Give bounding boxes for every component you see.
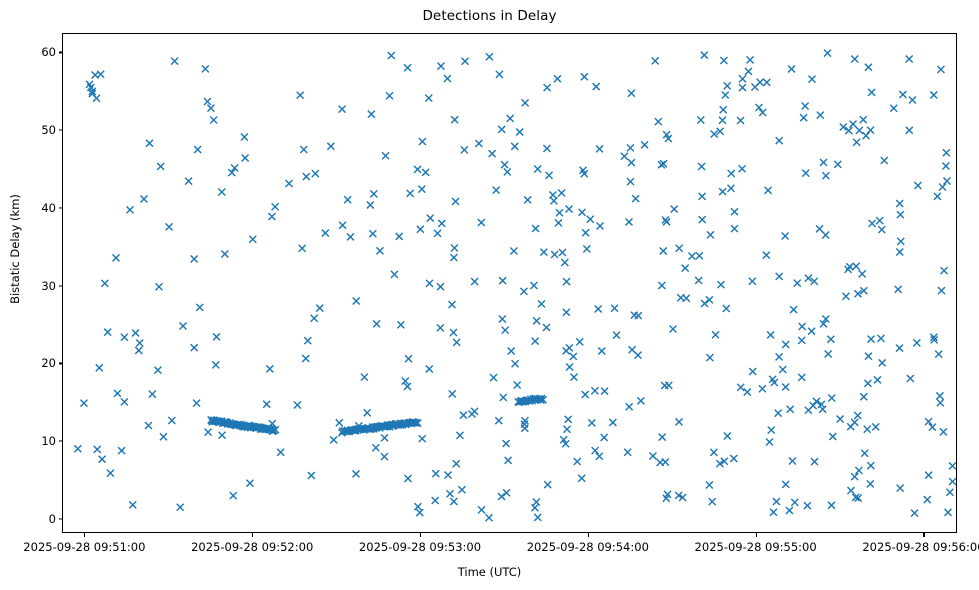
plot-area bbox=[62, 33, 957, 533]
y-tick-label: 0 bbox=[48, 512, 56, 526]
y-tick-mark bbox=[58, 51, 62, 53]
y-tick-mark bbox=[58, 129, 62, 131]
y-tick-mark bbox=[58, 285, 62, 287]
y-tick-mark bbox=[58, 518, 62, 520]
x-tick-mark bbox=[755, 533, 757, 537]
y-tick-label: 20 bbox=[41, 356, 56, 371]
x-tick-mark bbox=[587, 533, 589, 537]
x-tick-mark bbox=[252, 533, 254, 537]
y-tick-mark bbox=[58, 362, 62, 365]
x-tick-label: 2025-09-28 09:55:00 bbox=[694, 540, 817, 554]
x-tick-mark bbox=[420, 533, 422, 537]
y-tick-label: 10 bbox=[41, 434, 56, 449]
chart-title: Detections in Delay bbox=[422, 8, 557, 24]
x-tick-mark bbox=[923, 533, 925, 537]
y-tick-mark bbox=[58, 440, 62, 442]
y-tick-mark bbox=[58, 207, 62, 209]
y-tick-label: 40 bbox=[41, 200, 56, 215]
y-axis-label: Bistatic Delay (km) bbox=[8, 194, 22, 304]
y-tick-label: 50 bbox=[41, 123, 56, 138]
x-tick-label: 2025-09-28 09:56:00 bbox=[862, 540, 979, 554]
x-tick-mark bbox=[84, 533, 86, 537]
x-tick-label: 2025-09-28 09:54:00 bbox=[526, 540, 649, 554]
y-tick-label: 60 bbox=[41, 45, 56, 60]
x-tick-label: 2025-09-28 09:51:00 bbox=[23, 540, 146, 554]
y-tick-label: 30 bbox=[41, 278, 56, 293]
x-axis-label: Time (UTC) bbox=[457, 565, 522, 579]
scatter-markers bbox=[73, 49, 956, 522]
x-tick-label: 2025-09-28 09:53:00 bbox=[358, 540, 482, 554]
x-tick-label: 2025-09-28 09:52:00 bbox=[191, 540, 314, 554]
